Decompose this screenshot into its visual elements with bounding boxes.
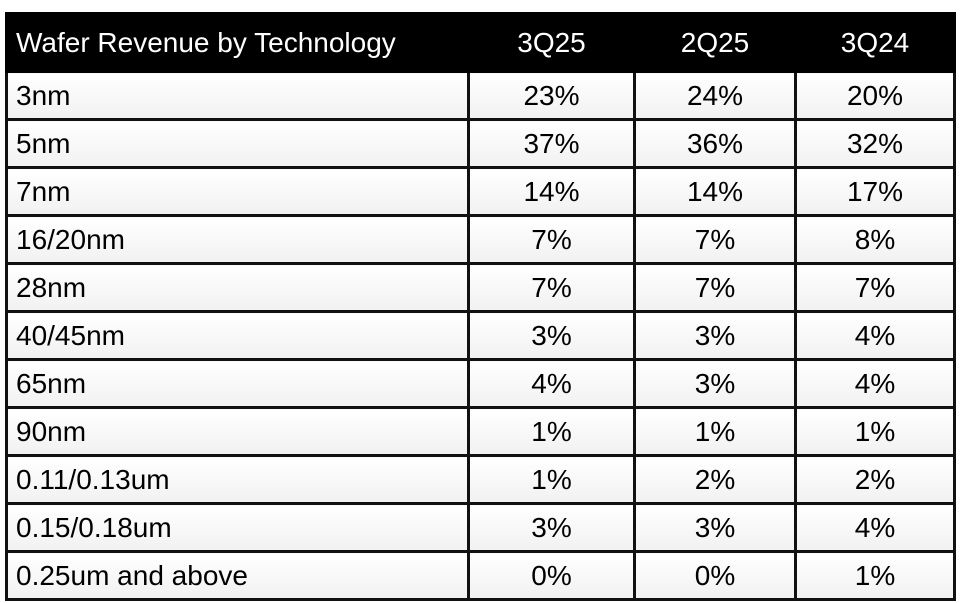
label-cell: 0.11/0.13um	[5, 454, 470, 505]
value-cell: 1%	[467, 406, 636, 457]
value-cell: 37%	[467, 118, 636, 169]
table-row: 5nm 37% 36% 32%	[5, 118, 956, 169]
value-cell: 7%	[633, 214, 797, 265]
value-cell: 7%	[633, 262, 797, 313]
label-cell: 16/20nm	[5, 214, 470, 265]
value-cell: 1%	[467, 454, 636, 505]
value-cell: 3%	[633, 310, 797, 361]
header-cell: 3Q25	[467, 12, 636, 73]
table-row: 28nm 7% 7% 7%	[5, 262, 956, 313]
value-cell: 24%	[633, 70, 797, 121]
value-cell: 36%	[633, 118, 797, 169]
table-row: 65nm 4% 3% 4%	[5, 358, 956, 409]
value-cell: 4%	[794, 358, 956, 409]
value-cell: 1%	[633, 406, 797, 457]
table-container: Wafer Revenue by Technology 3Q25 2Q25 3Q24 …	[5, 12, 956, 601]
table-header: Wafer Revenue by Technology 3Q25 2Q25 3Q24	[5, 12, 956, 73]
value-cell: 7%	[794, 262, 956, 313]
label-cell: 28nm	[5, 262, 470, 313]
label-cell: 5nm	[5, 118, 470, 169]
header-cell: Wafer Revenue by Technology	[5, 12, 470, 73]
table-row: 0.11/0.13um 1% 2% 2%	[5, 454, 956, 505]
revenue-table: Wafer Revenue by Technology 3Q25 2Q25 3Q24 …	[5, 12, 956, 601]
value-cell: 14%	[467, 166, 636, 217]
label-cell: 0.25um and above	[5, 550, 470, 601]
header-cell: 2Q25	[633, 12, 797, 73]
table-row: 40/45nm 3% 3% 4%	[5, 310, 956, 361]
label-cell: 90nm	[5, 406, 470, 457]
value-cell: 1%	[794, 406, 956, 457]
table-row: 16/20nm 7% 7% 8%	[5, 214, 956, 265]
value-cell: 2%	[794, 454, 956, 505]
table-row: 7nm 14% 14% 17%	[5, 166, 956, 217]
value-cell: 17%	[794, 166, 956, 217]
header-cell: 3Q24	[794, 12, 956, 73]
value-cell: 4%	[467, 358, 636, 409]
table-row: 0.15/0.18um 3% 3% 4%	[5, 502, 956, 553]
value-cell: 7%	[467, 214, 636, 265]
value-cell: 3%	[467, 310, 636, 361]
value-cell: 3%	[633, 502, 797, 553]
value-cell: 4%	[794, 502, 956, 553]
value-cell: 20%	[794, 70, 956, 121]
label-cell: 65nm	[5, 358, 470, 409]
value-cell: 0%	[467, 550, 636, 601]
label-cell: 3nm	[5, 70, 470, 121]
table-row: 90nm 1% 1% 1%	[5, 406, 956, 457]
value-cell: 23%	[467, 70, 636, 121]
label-cell: 7nm	[5, 166, 470, 217]
value-cell: 3%	[633, 358, 797, 409]
header-row: Wafer Revenue by Technology 3Q25 2Q25 3Q24	[5, 12, 956, 73]
value-cell: 0%	[633, 550, 797, 601]
table-body: 3nm 23% 24% 20% 5nm 37% 36% 32% 7nm 14% 14% 17% 16/2…	[5, 70, 956, 601]
value-cell: 1%	[794, 550, 956, 601]
value-cell: 4%	[794, 310, 956, 361]
label-cell: 0.15/0.18um	[5, 502, 470, 553]
label-cell: 40/45nm	[5, 310, 470, 361]
table-row: 3nm 23% 24% 20%	[5, 70, 956, 121]
value-cell: 3%	[467, 502, 636, 553]
value-cell: 7%	[467, 262, 636, 313]
value-cell: 32%	[794, 118, 956, 169]
value-cell: 2%	[633, 454, 797, 505]
value-cell: 14%	[633, 166, 797, 217]
table-row: 0.25um and above 0% 0% 1%	[5, 550, 956, 601]
value-cell: 8%	[794, 214, 956, 265]
